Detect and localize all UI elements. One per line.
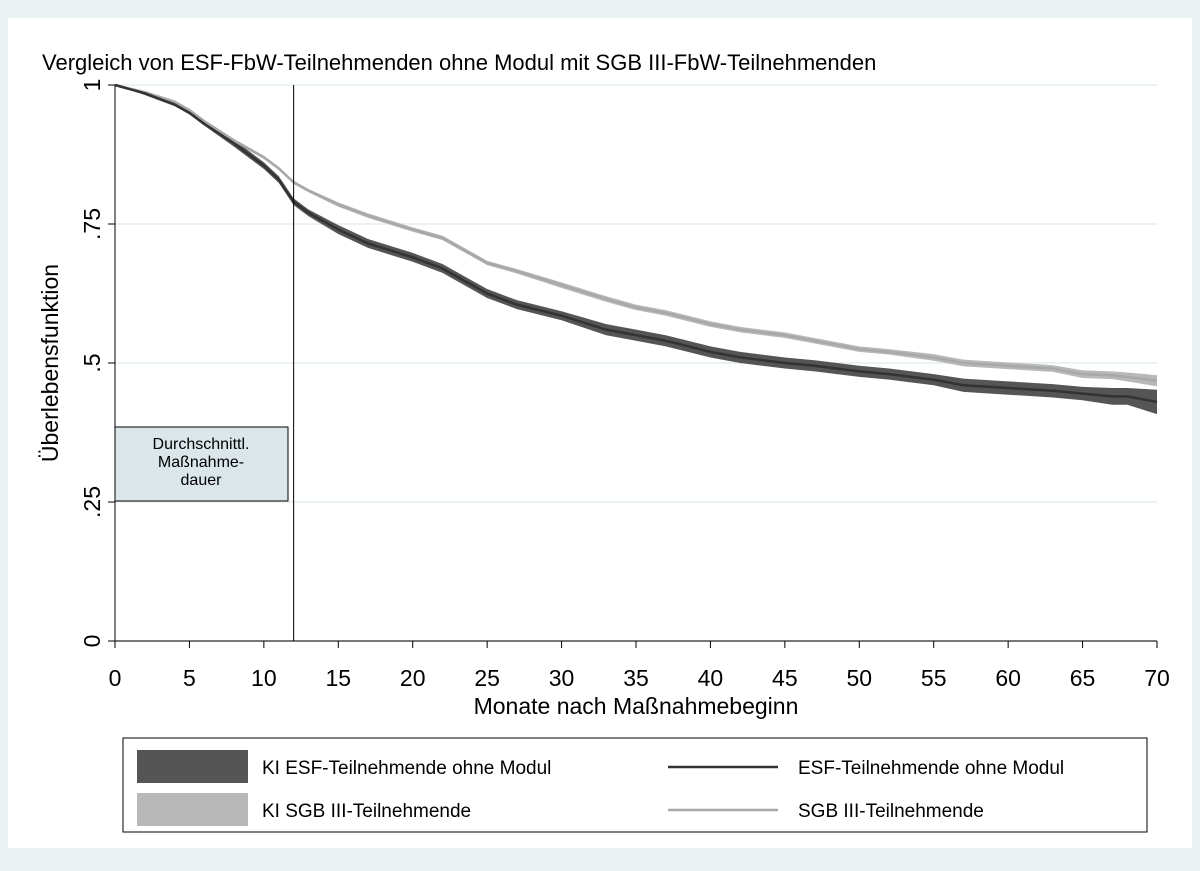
y-tick-label: 0: [79, 635, 105, 648]
y-tick-label: .5: [79, 353, 105, 372]
annotation-box: [114, 426, 289, 502]
x-tick-label: 35: [623, 665, 649, 691]
y-tick-label: .75: [79, 208, 105, 240]
annotation-text: dauer: [181, 472, 223, 489]
x-tick-label: 5: [183, 665, 196, 691]
x-tick-label: 10: [251, 665, 277, 691]
legend-label: KI SGB III-Teilnehmende: [262, 801, 471, 822]
y-axis-title: Überlebensfunktion: [37, 264, 63, 462]
legend-label: SGB III-Teilnehmende: [798, 801, 984, 822]
legend-label: KI ESF-Teilnehmende ohne Modul: [262, 758, 551, 779]
annotation-text: Durchschnittl.: [153, 436, 250, 453]
y-tick-label: 1: [79, 79, 105, 92]
x-tick-label: 70: [1144, 665, 1170, 691]
chart-title: Vergleich von ESF-FbW-Teilnehmenden ohne…: [42, 50, 876, 75]
x-tick-label: 40: [698, 665, 724, 691]
x-tick-label: 45: [772, 665, 798, 691]
x-tick-label: 15: [325, 665, 351, 691]
survival-line: [114, 83, 1158, 404]
annotation-text: Maßnahme-: [158, 454, 244, 471]
y-tick-label: .25: [79, 486, 105, 518]
legend-swatch: [137, 750, 248, 783]
x-tick-label: 20: [400, 665, 426, 691]
legend-swatch: [137, 793, 248, 826]
x-tick-label: 0: [109, 665, 122, 691]
x-tick-label: 50: [846, 665, 872, 691]
x-tick-label: 25: [474, 665, 500, 691]
x-tick-label: 60: [995, 665, 1021, 691]
x-tick-label: 30: [549, 665, 575, 691]
x-tick-label: 55: [921, 665, 947, 691]
x-tick-label: 65: [1070, 665, 1096, 691]
survival-line: [114, 83, 1158, 383]
legend-label: ESF-Teilnehmende ohne Modul: [798, 758, 1064, 779]
x-axis-title: Monate nach Maßnahmebeginn: [474, 693, 799, 719]
legend-box: [122, 737, 1148, 833]
